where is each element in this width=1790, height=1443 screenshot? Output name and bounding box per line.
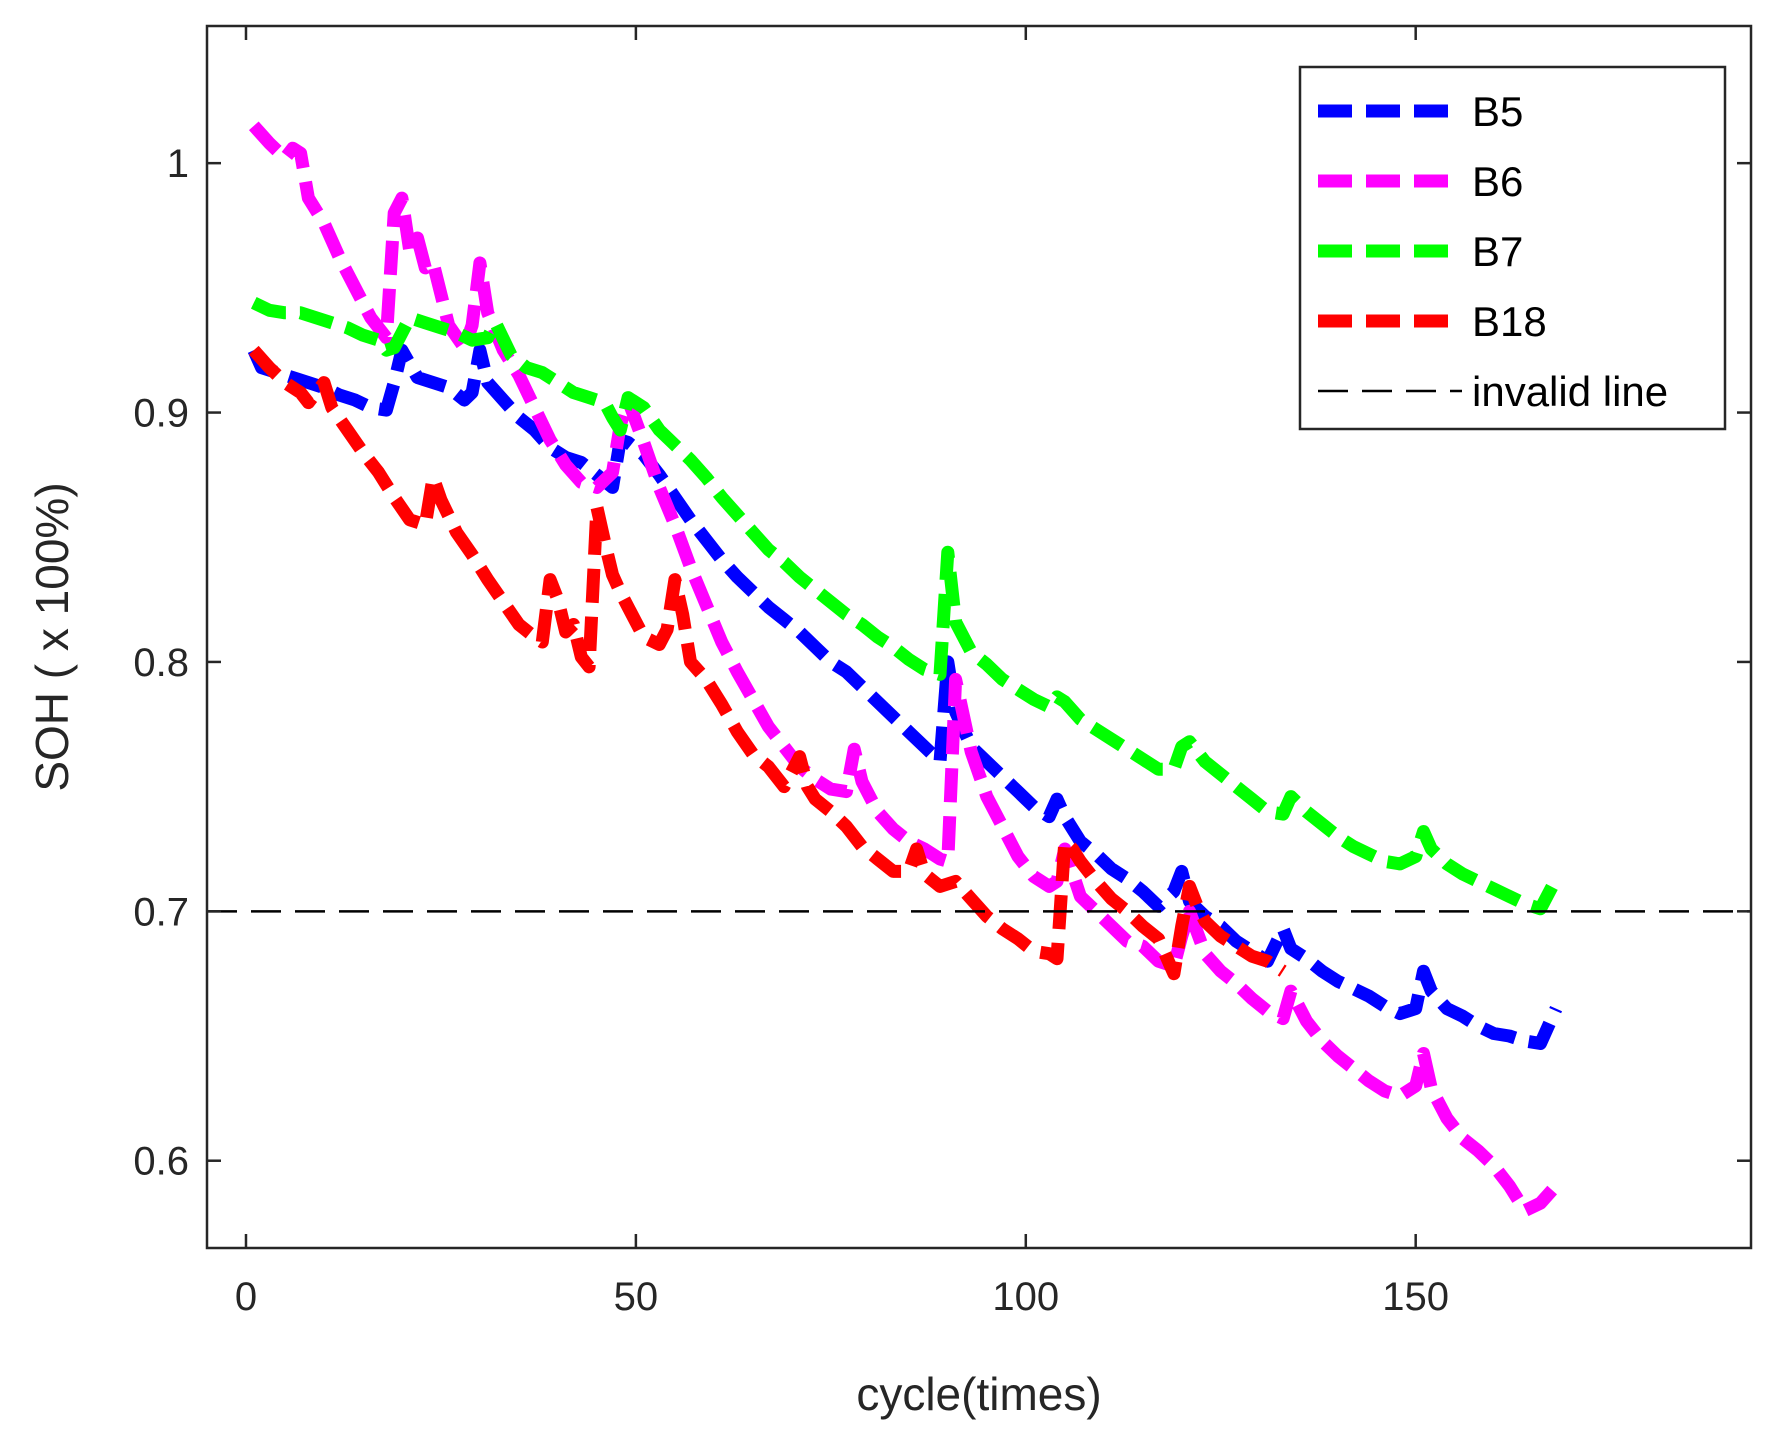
x-axis-label: cycle(times)	[856, 1368, 1101, 1420]
ticks-layer	[207, 26, 1751, 1248]
series-line-b7	[250, 296, 1562, 916]
legend: B5 B6 B7 B18 invalid line	[1298, 65, 1727, 431]
series-line-b18	[248, 345, 1287, 981]
x-tick-label: 100	[992, 1275, 1059, 1319]
legend-items: B5 B6 B7 B18 invalid line	[1318, 88, 1668, 415]
legend-label: B5	[1472, 88, 1523, 135]
x-tick-label: 0	[235, 1275, 257, 1319]
y-axis-label: SOH ( x 100%)	[26, 482, 78, 791]
legend-label: B7	[1472, 228, 1523, 275]
legend-label: B6	[1472, 158, 1523, 205]
x-tick-label: 150	[1382, 1275, 1449, 1319]
y-tick-label: 0.8	[133, 641, 189, 685]
tick-labels-layer: 0 50 100 150 0.6 0.7 0.8 0.9 1	[133, 142, 1449, 1319]
y-tick-label: 1	[167, 142, 189, 186]
plot-frame	[205, 24, 1753, 1250]
series-layer	[247, 121, 1563, 1218]
legend-label: B18	[1472, 298, 1547, 345]
y-tick-label: 0.6	[133, 1140, 189, 1184]
y-tick-label: 0.7	[133, 890, 189, 934]
y-tick-label: 0.9	[133, 392, 189, 436]
series-line-b5	[247, 343, 1563, 1050]
legend-label: invalid line	[1472, 368, 1668, 415]
x-tick-label: 50	[614, 1275, 659, 1319]
